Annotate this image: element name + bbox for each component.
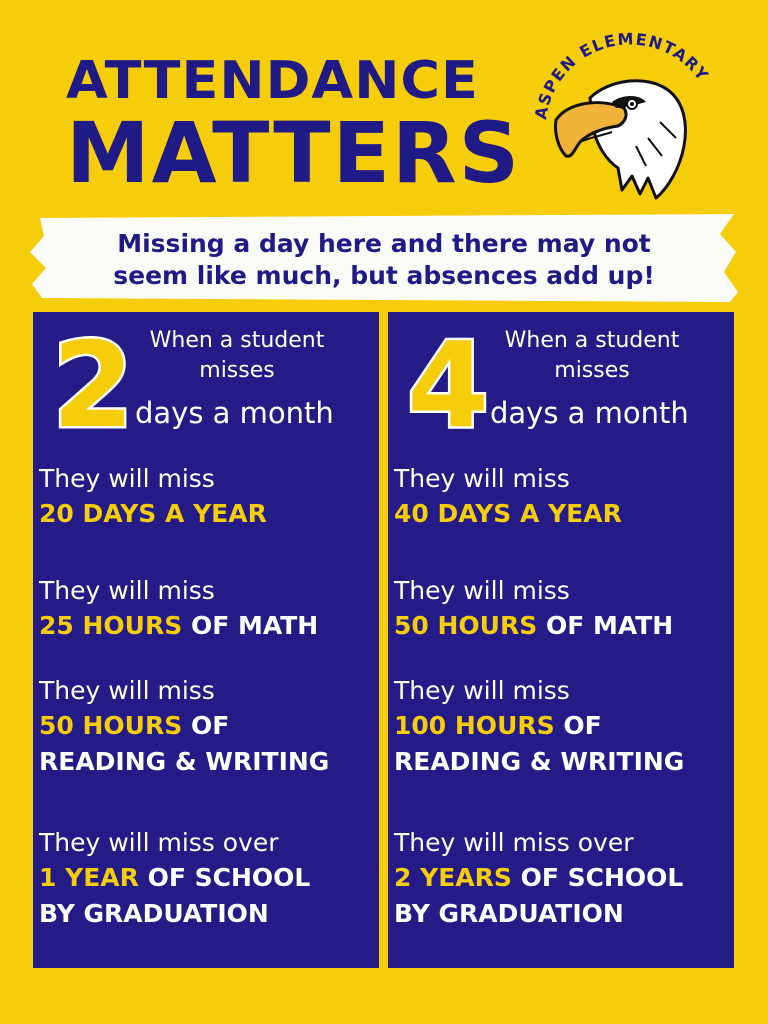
stat-lead: They will miss over bbox=[39, 828, 279, 857]
stat-rest: OF MATH bbox=[182, 611, 319, 640]
stat-lead: They will miss bbox=[39, 576, 215, 605]
stat-highlight: 1 YEAR bbox=[39, 863, 139, 892]
banner-line2: seem like much, but absences add up! bbox=[113, 261, 655, 290]
stat-rest: OF bbox=[554, 711, 602, 740]
stat-school-years: They will miss over 1 YEAR OF SCHOOL BY … bbox=[39, 826, 379, 932]
banner-line1: Missing a day here and there may not bbox=[117, 229, 651, 258]
stat-highlight: 25 HOURS bbox=[39, 611, 183, 640]
stat-highlight: 50 HOURS bbox=[39, 711, 183, 740]
stat-days-per-year: They will miss 40 DAYS A YEAR bbox=[394, 462, 734, 532]
stat-rest: OF SCHOOL bbox=[138, 863, 311, 892]
intro-banner: Missing a day here and there may not see… bbox=[30, 212, 738, 304]
when-line2: misses bbox=[554, 358, 630, 383]
headline-line1: ATTENDANCE bbox=[66, 50, 479, 111]
stat-lead: They will miss bbox=[394, 676, 570, 705]
headline: ATTENDANCE MATTERS bbox=[66, 52, 546, 196]
column-two-days: 2 When a student misses days a month The… bbox=[33, 312, 379, 968]
stat-rest-line2: BY GRADUATION bbox=[39, 899, 269, 928]
stat-rest: OF SCHOOL bbox=[511, 863, 684, 892]
stat-rest: OF MATH bbox=[537, 611, 674, 640]
stat-rest-line2: READING & WRITING bbox=[39, 747, 330, 776]
stat-days-per-year: They will miss 20 DAYS A YEAR bbox=[39, 462, 379, 532]
eagle-mascot-icon: ASPEN ELEMENTARY bbox=[531, 29, 711, 200]
stat-highlight: 40 DAYS A YEAR bbox=[394, 499, 622, 528]
stat-highlight: 20 DAYS A YEAR bbox=[39, 499, 267, 528]
column-four-days: 4 When a student misses days a month The… bbox=[388, 312, 734, 968]
stat-rest: OF bbox=[182, 711, 230, 740]
big-number: 2 bbox=[49, 322, 136, 442]
stat-reading-hours: They will miss 100 HOURS OF READING & WR… bbox=[394, 674, 734, 780]
when-line2: misses bbox=[199, 358, 275, 383]
big-number-text: 2 bbox=[52, 322, 134, 442]
stat-reading-hours: They will miss 50 HOURS OF READING & WRI… bbox=[39, 674, 379, 780]
stat-highlight: 50 HOURS bbox=[394, 611, 538, 640]
stat-rest-line2: BY GRADUATION bbox=[394, 899, 624, 928]
stat-lead: They will miss bbox=[39, 464, 215, 493]
stat-lead: They will miss bbox=[39, 676, 215, 705]
stat-lead: They will miss bbox=[394, 464, 570, 493]
torn-paper-shape bbox=[30, 214, 738, 302]
headline-line2: MATTERS bbox=[66, 104, 522, 202]
stat-rest-line2: READING & WRITING bbox=[394, 747, 685, 776]
stat-lead: They will miss bbox=[394, 576, 570, 605]
stat-highlight: 2 YEARS bbox=[394, 863, 512, 892]
big-number-text: 4 bbox=[407, 322, 489, 442]
stat-math-hours: They will miss 50 HOURS OF MATH bbox=[394, 574, 734, 644]
when-text: When a student misses bbox=[129, 326, 345, 386]
days-a-month: days a month bbox=[490, 396, 689, 430]
stat-school-years: They will miss over 2 YEARS OF SCHOOL BY… bbox=[394, 826, 734, 932]
when-line1: When a student bbox=[149, 328, 325, 353]
when-text: When a student misses bbox=[484, 326, 700, 386]
days-a-month: days a month bbox=[135, 396, 334, 430]
stat-lead: They will miss over bbox=[394, 828, 634, 857]
stat-math-hours: They will miss 25 HOURS OF MATH bbox=[39, 574, 379, 644]
stat-highlight: 100 HOURS bbox=[394, 711, 555, 740]
school-badge: ASPEN ELEMENTARY bbox=[528, 28, 738, 218]
when-line1: When a student bbox=[504, 328, 680, 353]
big-number: 4 bbox=[404, 322, 491, 442]
